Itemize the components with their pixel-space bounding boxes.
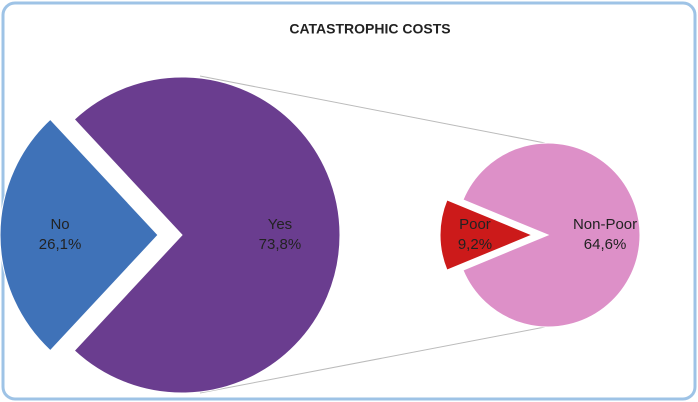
connector-line (199, 326, 546, 394)
slice-value-label: 26,1% (39, 236, 82, 253)
pie-slice (462, 142, 641, 328)
pie-slice (439, 199, 534, 271)
slice-value-label: 73,8% (259, 236, 302, 253)
pie-slice (73, 76, 341, 394)
chart-title: CATASTROPHIC COSTS (289, 21, 450, 37)
slice-label: Non-Poor (573, 216, 637, 233)
slice-value-label: 9,2% (458, 236, 492, 253)
slice-label: No (50, 216, 69, 233)
slice-label: Poor (459, 216, 491, 233)
connector-line (199, 75, 546, 144)
slice-value-label: 64,6% (584, 236, 627, 253)
pie-slice (0, 118, 159, 352)
slice-label: Yes (268, 216, 292, 233)
plot-area: No 26,1% Yes 73,8% Poor 9,2% Non-Poor 64,6% (0, 76, 641, 394)
